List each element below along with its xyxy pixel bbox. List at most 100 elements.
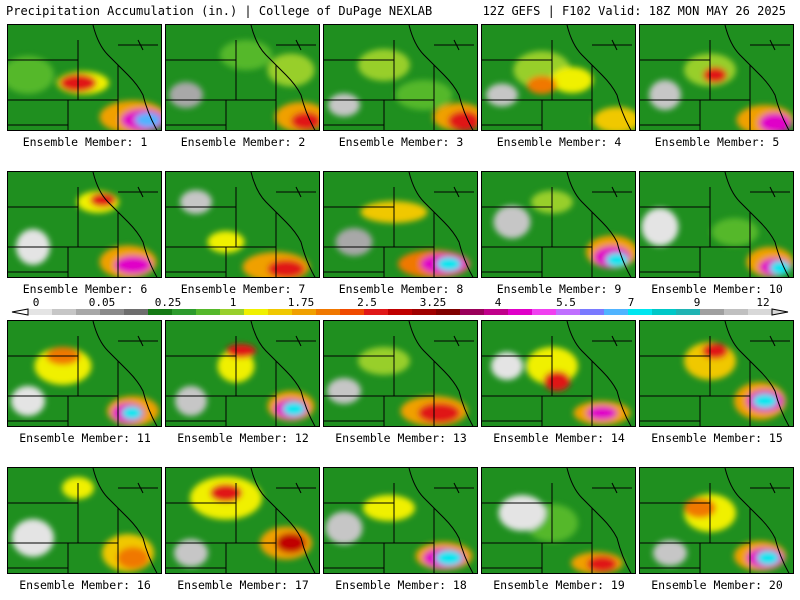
state-borders xyxy=(166,172,316,277)
state-borders xyxy=(324,172,474,277)
ensemble-map-panel xyxy=(165,171,320,278)
precip-field xyxy=(703,67,727,83)
member-label: Ensemble Member: 19 xyxy=(493,578,625,592)
precip-field xyxy=(753,394,777,408)
precip-map xyxy=(166,321,319,426)
colorbar-tick-label: 0.05 xyxy=(89,297,116,309)
colorbar-swatch xyxy=(100,309,125,315)
precip-field xyxy=(770,261,790,275)
precip-map xyxy=(8,468,161,573)
precip-field xyxy=(11,386,45,416)
precip-map xyxy=(8,25,161,130)
colorbar-swatch xyxy=(700,309,725,315)
ensemble-map-panel xyxy=(323,24,478,131)
precip-field xyxy=(486,83,518,107)
colorbar-swatch xyxy=(628,309,653,315)
precip-field xyxy=(641,208,679,246)
ensemble-map-panel xyxy=(7,24,162,131)
precip-map xyxy=(640,25,793,130)
colorbar-swatch xyxy=(460,309,485,315)
member-label: Ensemble Member: 6 xyxy=(22,282,148,296)
member-label: Ensemble Member: 17 xyxy=(177,578,309,592)
colorbar-min-arrow xyxy=(11,308,29,316)
precip-field xyxy=(325,511,363,545)
precip-map xyxy=(482,321,635,426)
precip-field xyxy=(606,253,628,267)
ensemble-map-panel xyxy=(165,467,320,574)
state-borders xyxy=(640,25,790,130)
state-borders xyxy=(166,468,316,573)
member-label: Ensemble Member: 5 xyxy=(654,135,780,149)
precip-field xyxy=(180,190,212,214)
colorbar-tick-label: 1.75 xyxy=(288,297,315,309)
precip-field xyxy=(117,547,149,569)
colorbar-tick-label: 2.5 xyxy=(357,297,377,309)
ensemble-map-panel xyxy=(481,171,636,278)
colorbar-swatch xyxy=(28,309,53,315)
precip-colorbar: 0 0.05 0.25 1 1.75 2.5 3.25 4 5.5 7 9 12 xyxy=(11,297,789,316)
member-label: Ensemble Member: 15 xyxy=(651,431,783,445)
precip-field xyxy=(395,80,453,110)
colorbar-swatch xyxy=(172,309,197,315)
state-borders xyxy=(8,321,158,426)
member-label: Ensemble Member: 14 xyxy=(493,431,625,445)
member-label: Ensemble Member: 4 xyxy=(496,135,622,149)
ensemble-map-panel xyxy=(481,467,636,574)
colorbar-swatch xyxy=(604,309,629,315)
precip-field xyxy=(291,112,319,130)
state-borders xyxy=(166,25,316,130)
precip-map xyxy=(166,468,319,573)
precip-field xyxy=(226,344,256,358)
member-label: Ensemble Member: 8 xyxy=(338,282,464,296)
precip-field xyxy=(653,540,687,566)
precip-map xyxy=(640,468,793,573)
member-label: Ensemble Member: 9 xyxy=(496,282,622,296)
state-borders xyxy=(640,468,790,573)
precip-field xyxy=(418,403,460,423)
precip-field xyxy=(135,112,161,128)
colorbar-max-arrow xyxy=(771,308,789,316)
state-borders xyxy=(166,321,316,426)
precip-field xyxy=(493,205,531,239)
colorbar-swatch xyxy=(436,309,461,315)
member-label: Ensemble Member: 18 xyxy=(335,578,467,592)
colorbar-tick-label: 12 xyxy=(756,297,769,309)
state-borders xyxy=(8,25,158,130)
precip-field xyxy=(267,260,305,277)
precip-field xyxy=(174,539,208,567)
colorbar-swatch xyxy=(676,309,701,315)
ensemble-map-panel xyxy=(323,320,478,427)
colorbar-swatch xyxy=(196,309,221,315)
colorbar-swatch xyxy=(580,309,605,315)
colorbar-tick-label: 4 xyxy=(495,297,502,309)
precip-field xyxy=(491,352,523,380)
colorbar-swatch xyxy=(532,309,557,315)
precip-field xyxy=(12,519,54,557)
colorbar-tick-label: 3.25 xyxy=(420,297,447,309)
state-borders xyxy=(640,172,790,277)
colorbar-swatch xyxy=(292,309,317,315)
precip-field xyxy=(437,257,461,271)
colorbar-swatch xyxy=(124,309,149,315)
precip-field xyxy=(276,533,306,553)
colorbar-swatch xyxy=(148,309,173,315)
ensemble-map-panel xyxy=(323,467,478,574)
precip-field xyxy=(593,107,635,130)
precip-field xyxy=(684,498,716,518)
state-borders xyxy=(8,172,158,277)
ensemble-map-panel xyxy=(639,467,794,574)
ensemble-map-panel xyxy=(7,320,162,427)
member-label: Ensemble Member: 3 xyxy=(338,135,464,149)
precip-field xyxy=(175,386,207,416)
precip-map xyxy=(8,321,161,426)
precip-map xyxy=(166,172,319,277)
colorbar-tick-label: 0.25 xyxy=(155,297,182,309)
state-borders xyxy=(324,468,474,573)
precip-map xyxy=(324,321,477,426)
precip-field xyxy=(283,402,305,416)
precip-field xyxy=(358,347,410,375)
member-label: Ensemble Member: 2 xyxy=(180,135,306,149)
precip-field xyxy=(210,484,242,502)
precip-field xyxy=(358,49,410,81)
precip-field xyxy=(335,228,373,256)
